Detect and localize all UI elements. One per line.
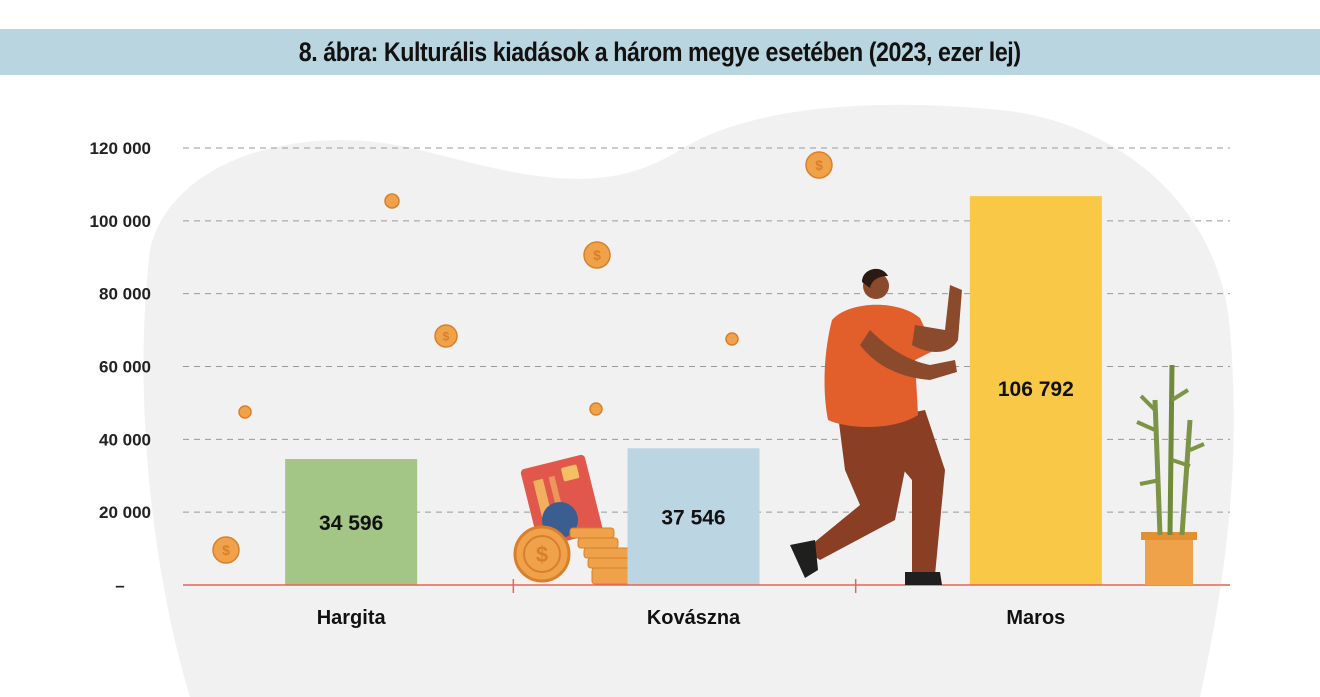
coin-icon: $ (434, 324, 458, 348)
y-tick-label: 20 000 (99, 503, 151, 522)
coin-icon: $ (583, 241, 611, 269)
bar (969, 196, 1102, 586)
svg-text:$: $ (536, 542, 548, 567)
coin-icon (589, 402, 603, 416)
svg-text:$: $ (815, 157, 823, 173)
coin-icon: $ (212, 536, 240, 564)
y-tick-label: 60 000 (99, 358, 151, 377)
svg-text:$: $ (222, 542, 230, 558)
chart-title: 8. ábra: Kulturális kiadások a három meg… (299, 36, 1021, 67)
svg-text:$: $ (443, 329, 450, 343)
y-tick-label: – (115, 576, 124, 595)
bar-value-label: 37 546 (661, 507, 725, 530)
coin-icon: $ (805, 151, 833, 179)
bamboo-plant-icon (1136, 364, 1205, 585)
y-tick-label: 120 000 (90, 139, 151, 158)
bar-value-label: 106 792 (998, 378, 1074, 401)
coin-stack-icon: $ (513, 502, 655, 585)
bar-value-label: 34 596 (319, 512, 383, 535)
y-tick-label: 100 000 (90, 212, 151, 231)
coin-icon (238, 405, 252, 419)
y-tick-label: 80 000 (99, 285, 151, 304)
x-category-label: Hargita (317, 607, 387, 629)
bar (285, 459, 418, 585)
svg-text:$: $ (593, 247, 601, 263)
coin-icon (725, 332, 739, 346)
x-category-label: Kovászna (647, 607, 741, 629)
bar (627, 448, 760, 585)
coin-icon (384, 193, 400, 209)
man-pushing-bar-illustration (790, 268, 962, 585)
title-band: 8. ábra: Kulturális kiadások a három meg… (0, 29, 1320, 75)
x-category-label: Maros (1006, 607, 1065, 629)
y-tick-label: 40 000 (99, 430, 151, 449)
